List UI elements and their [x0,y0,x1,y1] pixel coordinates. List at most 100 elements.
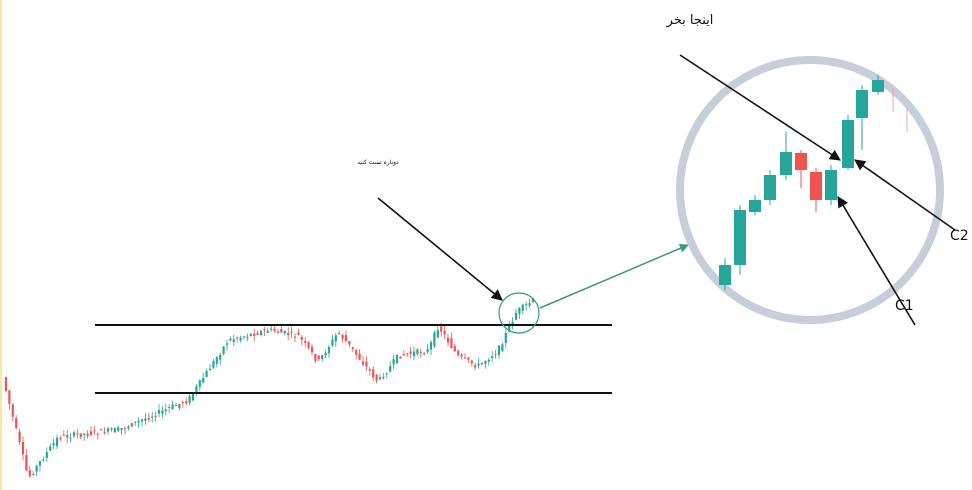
candle-part [127,426,130,429]
candle-part [157,410,161,414]
candle-part [368,369,371,371]
candle-part [446,337,450,343]
c2-label: C2 [950,228,969,244]
candle-part [59,438,62,440]
candle-part [477,363,480,366]
focus-circle [498,292,540,334]
candle-part [28,470,31,477]
candle-part [392,359,395,365]
candle-part [327,346,331,354]
candle-part [395,354,399,364]
candle-part [382,376,385,379]
buy-arrow [679,54,841,161]
candle-part [280,328,283,333]
candle-part [55,437,59,447]
candle-part [219,354,222,360]
candle-part [470,360,473,364]
candle-part [62,434,65,436]
candle-part [100,429,103,431]
candle-part [161,410,164,414]
zoom-candles [719,75,908,290]
candle-part [195,386,198,393]
candle-part [212,361,215,368]
candle-part [83,433,86,435]
candle-part [181,401,184,404]
candle-part [86,433,89,436]
candle-part [147,418,150,420]
candle-part [314,353,317,361]
candle-part [293,336,297,338]
candle-part [42,459,45,461]
candle-part [348,341,351,345]
candle-part [467,357,470,360]
candle-part [134,421,137,423]
candle-part [321,355,324,359]
candle-part [130,423,133,427]
candle-part [457,350,460,356]
candle-part [232,339,235,342]
candle-part [436,330,439,338]
candle-part [283,330,286,334]
candle-part [11,404,14,417]
candle-part [18,431,21,442]
candle-part [351,347,354,350]
candle-part [440,326,443,332]
candle-part [266,330,269,333]
candle-part [317,355,320,360]
candle-part [525,304,528,306]
buy-label: اینجا بخر [666,13,714,28]
c1-arrow [837,196,916,326]
candle-part [474,365,477,368]
candle-part [409,351,412,354]
candle-part [253,333,256,337]
candle-part [144,418,147,421]
candle-part [480,362,484,365]
candle-part [484,361,487,364]
candle-part [518,307,521,315]
candle-part [528,303,531,306]
candle-part [154,415,157,417]
candle-part [202,377,205,383]
candle-part [304,341,307,343]
candle-part [79,433,82,438]
candle-part [389,365,392,372]
retest-arrow [377,197,503,301]
candle-part [531,298,535,302]
candle-part [174,404,178,406]
c2-arrow [854,159,956,231]
candle-part [399,356,402,359]
candle-part [89,431,93,435]
candle-part [423,353,426,355]
candle-part [450,338,453,349]
candle-part [198,379,201,387]
candle-part [69,437,72,439]
candle-part [375,374,378,381]
candle-part [113,428,116,433]
candle-part [52,442,55,446]
candle-part [66,434,69,438]
candle-part [137,420,140,423]
candle-part [35,465,38,472]
candle-part [310,346,314,353]
candle-part [21,441,25,455]
left-border [0,0,2,490]
candle-part [171,404,174,410]
candle-part [307,342,310,348]
candle-part [49,446,52,451]
candle-part [443,330,446,335]
candle-part [365,361,368,367]
candle-part [123,428,127,430]
candle-part [508,325,511,332]
candle-part [168,406,171,408]
candle-part [164,409,167,412]
candle-part [270,328,273,330]
candle-part [106,428,110,432]
candle-part [460,354,463,357]
candle-part [117,427,120,432]
candle-part [185,401,188,404]
c1-label: C1 [895,298,914,314]
candle-part [504,332,507,344]
candle-part [38,461,42,466]
candle-part [191,393,195,401]
